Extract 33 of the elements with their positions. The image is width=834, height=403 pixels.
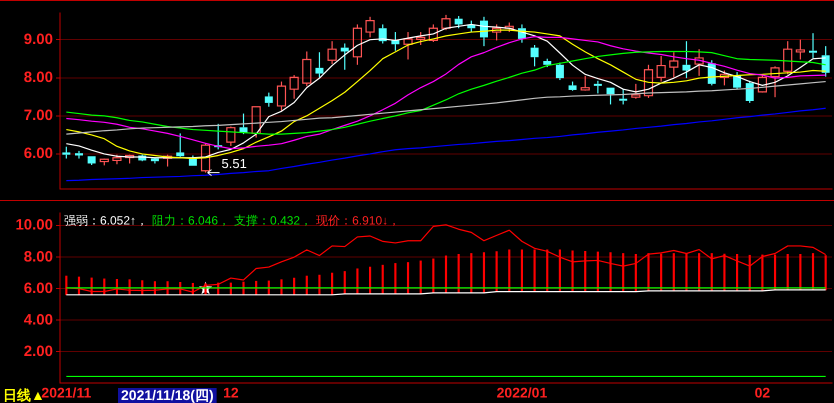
annotation: 强弱：6.052↑， <box>64 213 148 228</box>
candlestick <box>340 42 349 70</box>
y-tick-label: 8.00 <box>24 248 53 266</box>
y-tick-label: 9.00 <box>24 30 53 48</box>
annotation: 支撑：0.432， <box>234 213 312 228</box>
y-tick-label: 8.00 <box>24 68 53 86</box>
bar <box>786 254 789 290</box>
text: 2021/11/18(四) <box>121 386 214 403</box>
candlestick <box>606 88 615 106</box>
candlestick <box>302 50 312 87</box>
y-tick-label: 4.00 <box>24 311 53 328</box>
candlestick <box>378 24 387 44</box>
x-tick-label: 2022/01 <box>496 384 548 400</box>
candlestick <box>669 52 678 78</box>
candlestick <box>176 132 184 158</box>
bar <box>420 260 422 294</box>
annotation: 现价：6.910↓， <box>316 213 400 228</box>
y-tick-label: 2.00 <box>24 342 53 360</box>
y-tick-label: 6.00 <box>24 145 53 162</box>
annotation: 阻力：6.046， <box>152 213 230 228</box>
candlestick <box>264 92 273 108</box>
y-tick-label: 10.00 <box>15 216 53 234</box>
bar <box>508 250 510 292</box>
annotation: 5.51 <box>222 156 247 172</box>
bar <box>470 253 472 294</box>
bar <box>65 276 68 296</box>
candlestick <box>619 88 628 106</box>
bar <box>344 271 346 294</box>
x-tick-label: 12 <box>223 384 239 400</box>
y-tick-label: 6.00 <box>24 280 53 297</box>
x-tick-label: 02 <box>754 384 770 400</box>
bar <box>382 264 384 294</box>
y-tick-label: 7.00 <box>24 107 53 124</box>
